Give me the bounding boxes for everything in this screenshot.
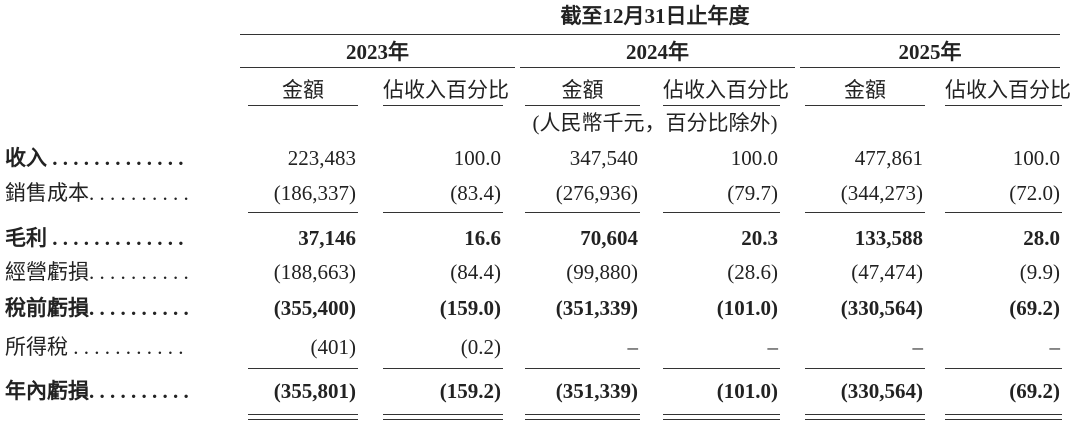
cell-value: 37,146 — [298, 226, 356, 250]
year-header: 2023年 — [346, 40, 409, 64]
cell-value: (72.0) — [1009, 181, 1060, 205]
rule — [240, 67, 515, 68]
cell-value: (101.0) — [716, 379, 778, 403]
cell-value: (69.2) — [1009, 296, 1060, 320]
cell-value: 100.0 — [453, 146, 501, 170]
rule — [805, 105, 925, 106]
cell-value: (0.2) — [460, 335, 501, 359]
cell-value: 16.6 — [464, 226, 501, 250]
cell-value: – — [1049, 335, 1061, 359]
cell-value: (351,339) — [555, 379, 638, 403]
cell-value: (330,564) — [840, 296, 923, 320]
cell-value: (84.4) — [450, 260, 501, 284]
rule — [240, 34, 1060, 35]
rule — [945, 105, 1062, 106]
row-label: 所得稅 . . . . . . . . . . . — [5, 335, 184, 359]
cell-value: (83.4) — [450, 181, 501, 205]
rule — [383, 419, 503, 420]
row-label: 經營虧損. . . . . . . . . . — [5, 260, 189, 284]
rule — [525, 212, 640, 213]
row-label: 毛利 . . . . . . . . . . . . . — [5, 226, 184, 250]
rule — [663, 368, 780, 369]
rule — [248, 414, 358, 415]
rule — [383, 212, 503, 213]
unit-note: (人民幣千元，百分比除外) — [532, 111, 778, 135]
cell-value: (186,337) — [273, 181, 356, 205]
rule — [800, 67, 1060, 68]
row-label: 收入 . . . . . . . . . . . . . — [5, 146, 184, 170]
rule — [805, 368, 925, 369]
column-header: 佔收入百分比 — [945, 78, 1071, 102]
rule — [248, 419, 358, 420]
year-header: 2024年 — [626, 40, 689, 64]
rule — [248, 212, 358, 213]
row-label: 銷售成本. . . . . . . . . . — [5, 181, 189, 205]
rule — [663, 105, 780, 106]
cell-value: 100.0 — [1012, 146, 1060, 170]
cell-value: (188,663) — [273, 260, 356, 284]
cell-value: – — [627, 335, 639, 359]
rule — [663, 419, 780, 420]
cell-value: – — [767, 335, 779, 359]
rule — [383, 368, 503, 369]
rule — [525, 368, 640, 369]
rule — [525, 105, 640, 106]
cell-value: (101.0) — [716, 296, 778, 320]
cell-value: (47,474) — [851, 260, 923, 284]
rule — [383, 414, 503, 415]
rule — [383, 105, 503, 106]
cell-value: (355,400) — [273, 296, 356, 320]
rule — [805, 419, 925, 420]
cell-value: 28.0 — [1023, 226, 1060, 250]
cell-value: (401) — [310, 335, 357, 359]
column-header: 金額 — [844, 78, 886, 102]
cell-value: (159.0) — [439, 296, 501, 320]
row-label: 年內虧損. . . . . . . . . . — [5, 379, 189, 403]
cell-value: (159.2) — [439, 379, 501, 403]
rule — [663, 212, 780, 213]
cell-value: 133,588 — [854, 226, 923, 250]
period-header: 截至12月31日止年度 — [560, 4, 750, 28]
rule — [945, 414, 1062, 415]
rule — [663, 414, 780, 415]
rule — [945, 368, 1062, 369]
cell-value: (344,273) — [840, 181, 923, 205]
year-header: 2025年 — [898, 40, 962, 64]
column-header: 金額 — [561, 78, 604, 102]
rule — [805, 212, 925, 213]
cell-value: 20.3 — [741, 226, 778, 250]
cell-value: (28.6) — [727, 260, 778, 284]
cell-value: (69.2) — [1009, 379, 1060, 403]
cell-value: 70,604 — [580, 226, 638, 250]
cell-value: (351,339) — [555, 296, 638, 320]
column-header: 金額 — [282, 78, 324, 102]
cell-value: 347,540 — [569, 146, 638, 170]
rule — [805, 414, 925, 415]
row-label: 稅前虧損. . . . . . . . . . — [5, 296, 189, 320]
cell-value: (9.9) — [1019, 260, 1060, 284]
rule — [525, 419, 640, 420]
cell-value: (276,936) — [555, 181, 638, 205]
cell-value: 223,483 — [287, 146, 356, 170]
cell-value: (355,801) — [273, 379, 356, 403]
column-header: 佔收入百分比 — [663, 78, 789, 102]
cell-value: (99,880) — [566, 260, 638, 284]
rule — [945, 419, 1062, 420]
cell-value: (79.7) — [727, 181, 778, 205]
column-header: 佔收入百分比 — [383, 78, 509, 102]
rule — [525, 414, 640, 415]
rule — [520, 67, 795, 68]
rule — [248, 368, 358, 369]
rule — [945, 212, 1062, 213]
cell-value: (330,564) — [840, 379, 923, 403]
cell-value: 477,861 — [854, 146, 923, 170]
cell-value: 100.0 — [730, 146, 778, 170]
cell-value: – — [912, 335, 924, 359]
rule — [248, 105, 358, 106]
